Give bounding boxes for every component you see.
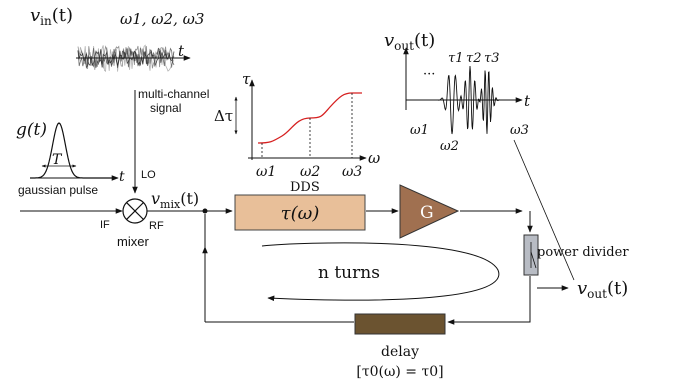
noise-waveform — [77, 44, 175, 72]
delay-rect — [354, 313, 446, 335]
mixer-rf-label: RF — [149, 220, 164, 232]
input-axis-t-label: t — [178, 42, 185, 60]
input-caption-line1: multi-channel — [138, 87, 209, 101]
input-signal-label: vin(t) — [30, 5, 73, 28]
output-waveform — [432, 65, 505, 135]
pulse-function-label: g(t) — [16, 120, 47, 140]
amplifier-gain-label: G — [420, 203, 434, 223]
dds-tick-w3: ω3 — [342, 164, 362, 180]
output-tau2: τ2 — [466, 51, 481, 66]
output-plot: vout(t) ··· τ1 τ2 τ3 t ω1 ω2 ω3 — [384, 30, 575, 281]
mixer-label: mixer — [117, 234, 149, 249]
n-turns-label: n turns — [318, 263, 380, 283]
output-burst-trace — [432, 65, 505, 135]
dds-y-label: τ — [242, 70, 251, 88]
output-dots: ··· — [423, 67, 435, 82]
noise-trace — [77, 49, 175, 68]
amplifier: G — [399, 184, 460, 239]
delay-equation: [τ0(ω) = τ0] — [356, 364, 443, 380]
output-tau3: τ3 — [484, 51, 499, 66]
pulse-caption: gaussian pulse — [18, 183, 98, 197]
output-pointer-line — [513, 139, 575, 281]
junction-dot — [202, 208, 208, 214]
delay-block: delay [τ0(ω) = τ0] — [354, 313, 446, 380]
n-turns-arrow — [261, 242, 500, 302]
dds-delta-label: Δτ — [214, 107, 233, 125]
loop-wiring — [147, 208, 569, 325]
output-omega3: ω3 — [510, 123, 529, 138]
input-caption-line2: signal — [150, 101, 181, 115]
dds-tick-w1: ω1 — [256, 164, 276, 180]
pulse-width-label: T — [52, 152, 63, 168]
power-divider: power divider — [523, 234, 629, 276]
pulse-axis-t-label: t — [119, 169, 125, 185]
dds-tick-w2: ω2 — [300, 164, 320, 180]
tau-omega-label: τ(ω) — [281, 203, 320, 224]
output-tau1: τ1 — [448, 51, 463, 66]
input-signal-plot: t vin(t) ω1, ω2, ω3 multi-channel signal — [30, 5, 209, 115]
divider-inner-branch — [530, 251, 537, 269]
output-omega2: ω2 — [440, 139, 459, 154]
output-signal-label: vout(t) — [384, 30, 435, 53]
dds-title: DDS — [290, 180, 320, 195]
input-frequencies-label: ω1, ω2, ω3 — [120, 10, 204, 28]
vout-output-label: vout(t) — [577, 278, 628, 301]
mixer-lo-label: LO — [141, 169, 156, 181]
amplifier-triangle — [399, 184, 460, 239]
vmix-label: vmix(t) — [151, 189, 199, 211]
delay-label: delay — [381, 344, 419, 360]
mixer-if-label: IF — [100, 219, 110, 231]
mixer: LO IF RF mixer vmix(t) — [20, 169, 199, 249]
gaussian-curve — [30, 122, 114, 179]
divider-to-delay-arrow — [447, 276, 531, 325]
output-omega1: ω1 — [410, 123, 429, 138]
n-turns-loop: n turns — [261, 242, 500, 302]
power-divider-label: power divider — [537, 245, 629, 260]
dds-plot: τ ω Δτ ω1 ω2 ω3 DDS — [214, 70, 380, 195]
gaussian-pulse-plot: T g(t) t gaussian pulse — [16, 120, 125, 197]
dds-x-label: ω — [368, 149, 380, 167]
mixer-cross-b — [126, 202, 144, 220]
noise-trace — [77, 47, 175, 69]
output-axis-t-label: t — [524, 92, 531, 110]
tau-omega-block: τ(ω) — [234, 194, 366, 231]
tau-omega-rect — [234, 194, 366, 231]
